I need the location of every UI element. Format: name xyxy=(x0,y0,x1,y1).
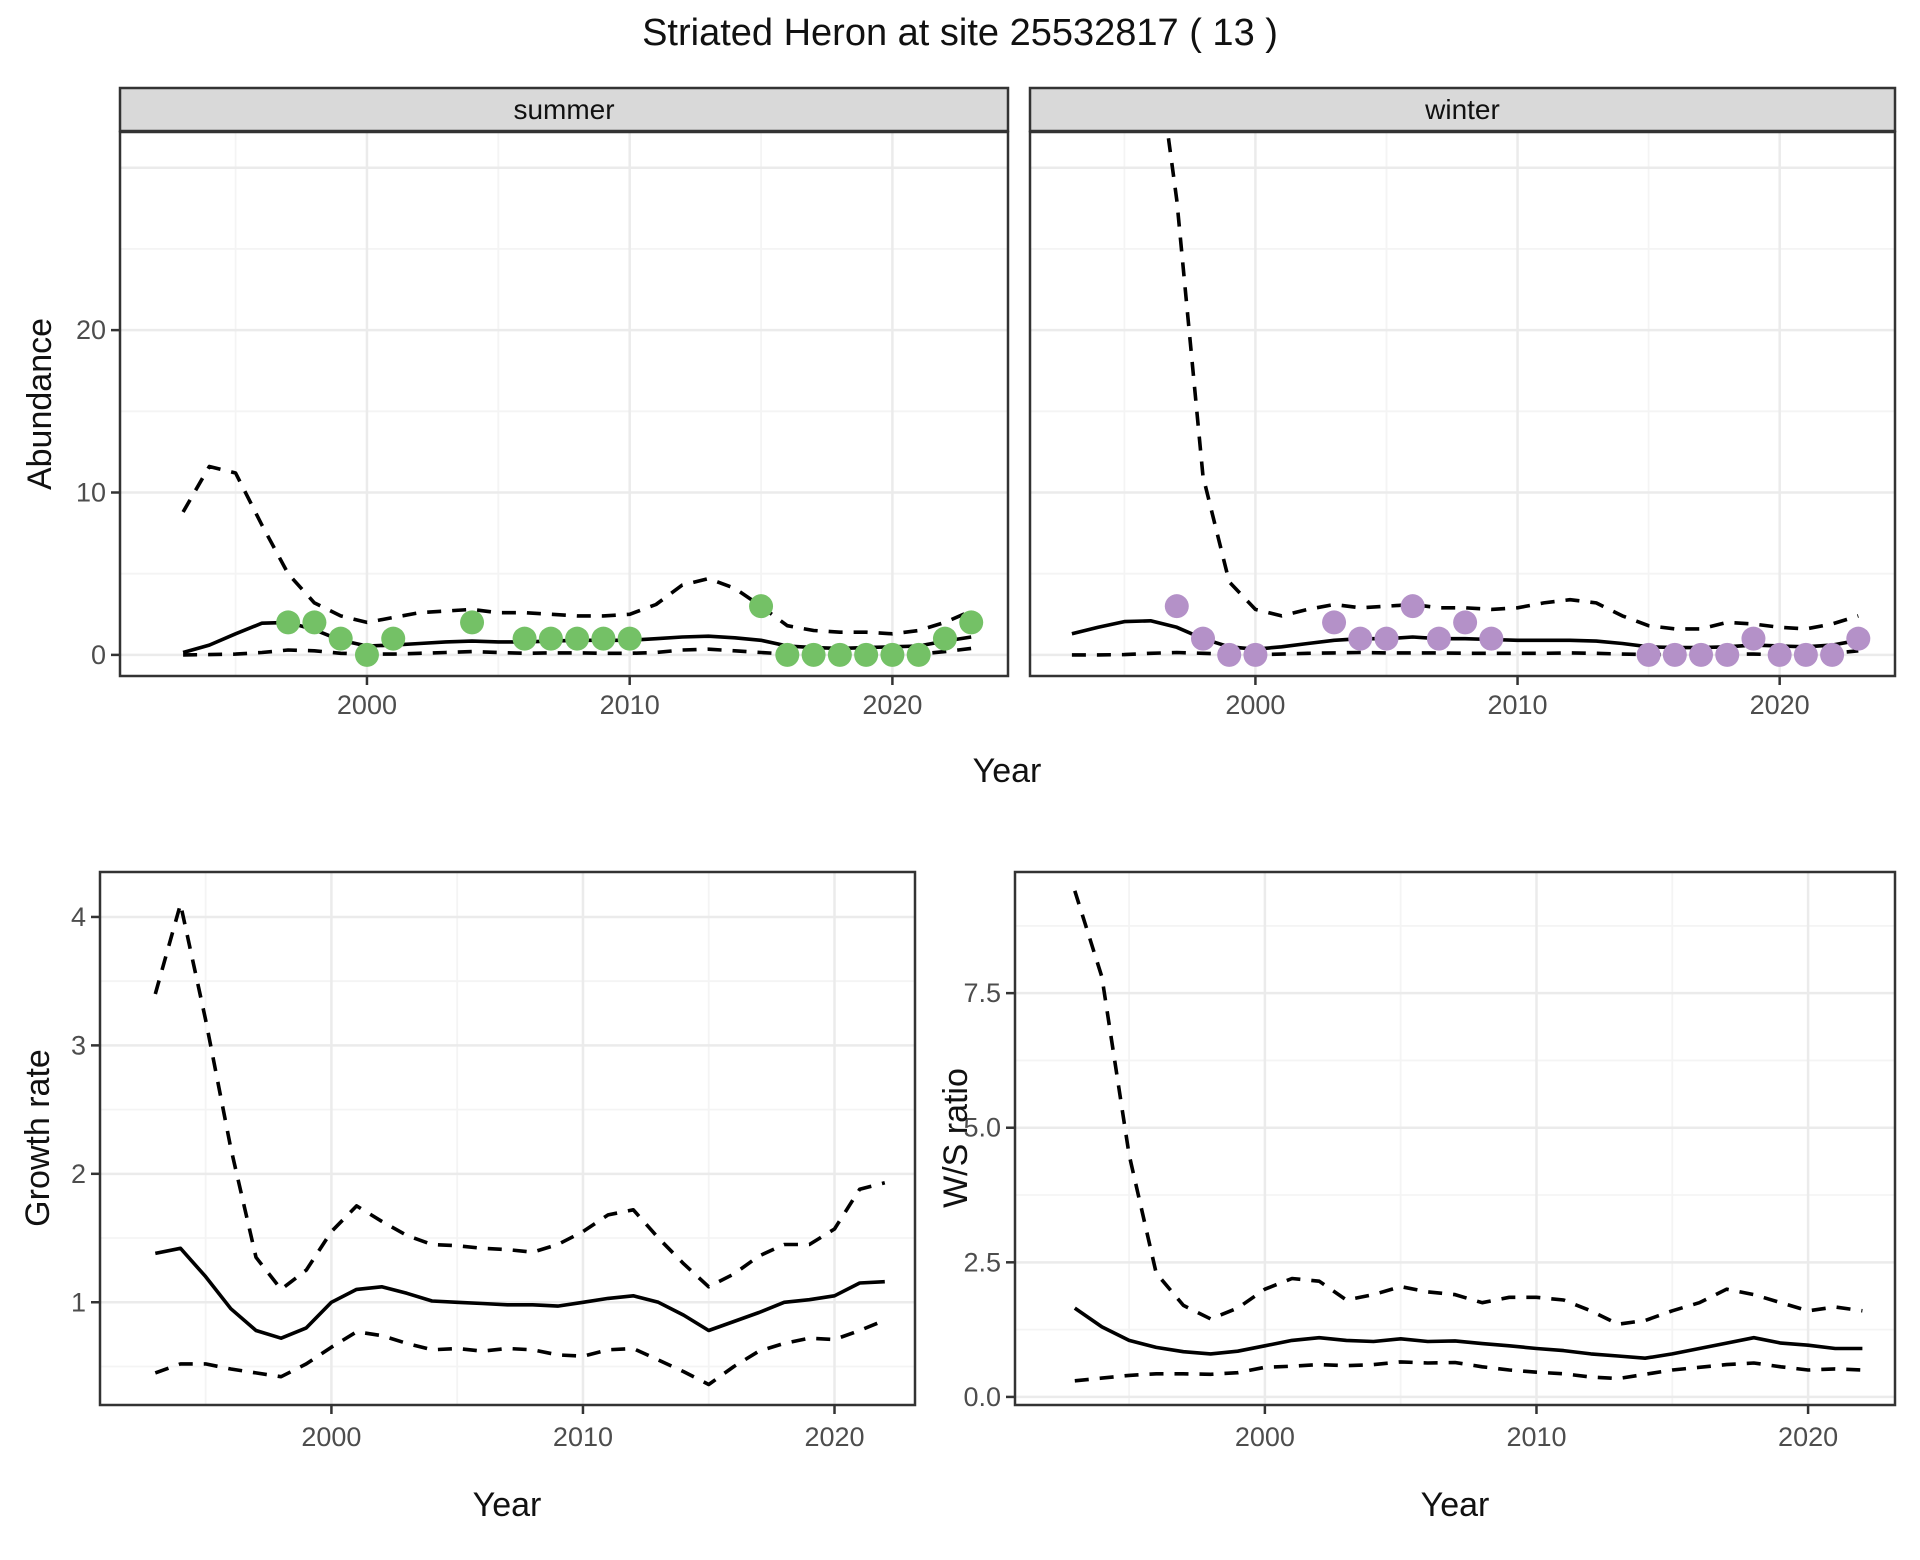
plot-title: Striated Heron at site 25532817 ( 13 ) xyxy=(642,12,1278,54)
data-point xyxy=(460,610,485,635)
x-tick-label: 2010 xyxy=(1506,1422,1566,1452)
panel-background xyxy=(100,872,915,1405)
data-point xyxy=(565,626,590,651)
data-point xyxy=(1164,594,1189,619)
data-point xyxy=(801,642,826,667)
y-tick-label: 3 xyxy=(71,1030,86,1060)
x-tick-label: 2020 xyxy=(862,690,922,720)
data-point xyxy=(959,610,984,635)
data-point xyxy=(1479,626,1504,651)
x-axis-title-year-top: Year xyxy=(972,752,1042,790)
data-point xyxy=(1374,626,1399,651)
data-point xyxy=(1217,642,1242,667)
x-tick-label: 2020 xyxy=(1750,690,1810,720)
upper-95ci-line xyxy=(1073,890,1863,1326)
data-point xyxy=(354,642,379,667)
data-point xyxy=(1426,626,1451,651)
data-point xyxy=(381,626,406,651)
x-axis-title-year-ws: Year xyxy=(1420,1486,1490,1524)
panel-background xyxy=(1015,872,1895,1405)
panel-ws-ratio: 2000 2010 2020 0.0 2.5 5.0 7.5 xyxy=(963,870,1897,1452)
data-point xyxy=(775,642,800,667)
data-point xyxy=(1846,626,1871,651)
data-point xyxy=(276,610,301,635)
data-point xyxy=(854,642,879,667)
facet-strip-label-summer: summer xyxy=(513,94,615,125)
x-tick-label: 2000 xyxy=(337,690,397,720)
data-point xyxy=(1741,626,1766,651)
data-point xyxy=(1793,642,1818,667)
data-point xyxy=(1715,642,1740,667)
mean-line xyxy=(1073,1306,1863,1360)
panel-background xyxy=(1030,132,1895,676)
y-tick-label: 1 xyxy=(71,1287,86,1317)
data-point xyxy=(827,642,852,667)
y-tick-label: 0.0 xyxy=(963,1382,1001,1412)
data-point xyxy=(932,626,957,651)
mean-line xyxy=(154,1246,885,1340)
x-tick-label: 2010 xyxy=(600,690,660,720)
panel-abundance-winter: 2000 2010 2020 xyxy=(1028,86,1897,720)
data-point xyxy=(1767,642,1792,667)
data-point xyxy=(1322,610,1347,635)
data-point xyxy=(906,642,931,667)
x-tick-label: 2020 xyxy=(804,1422,864,1452)
data-point xyxy=(880,642,905,667)
data-point xyxy=(1820,642,1845,667)
x-axis-title-year-growth: Year xyxy=(472,1486,542,1524)
panel-growth-rate: 2000 2010 2020 1 2 3 4 xyxy=(71,870,917,1452)
x-tick-label: 2000 xyxy=(301,1422,361,1452)
panel-background xyxy=(120,132,1008,676)
x-tick-label: 2010 xyxy=(553,1422,613,1452)
data-point xyxy=(749,594,774,619)
y-tick-label: 5.0 xyxy=(963,1113,1001,1143)
upper-95ci-line xyxy=(181,464,972,636)
x-tick-label: 2010 xyxy=(1488,690,1548,720)
data-point xyxy=(591,626,616,651)
y-axis-title-ws-ratio: W/S ratio xyxy=(937,1068,975,1208)
data-point xyxy=(1400,594,1425,619)
data-point xyxy=(1191,626,1215,651)
data-point xyxy=(1662,642,1687,667)
facet-strip xyxy=(118,86,1010,133)
y-tick-label: 20 xyxy=(76,315,106,345)
data-point xyxy=(1689,642,1714,667)
data-point xyxy=(328,626,353,651)
data-point xyxy=(1453,610,1478,635)
y-tick-label: 10 xyxy=(76,478,106,508)
facet-strip xyxy=(1028,86,1897,133)
upper-95ci-line xyxy=(153,902,886,1292)
data-point xyxy=(512,626,537,651)
panel-border xyxy=(98,870,917,1407)
y-tick-label: 7.5 xyxy=(963,978,1001,1008)
x-tick-label: 2000 xyxy=(1225,690,1285,720)
panel-border xyxy=(1013,870,1897,1407)
panel-abundance-summer: 2000 2010 2020 0 10 20 xyxy=(76,86,1010,720)
lower-95ci-line xyxy=(1074,1360,1863,1383)
data-point xyxy=(1348,626,1373,651)
y-axis-title-growth-rate: Growth rate xyxy=(19,1049,57,1227)
y-tick-label: 2 xyxy=(71,1159,86,1189)
data-point xyxy=(1636,642,1661,667)
y-axis-title-abundance: Abundance xyxy=(21,317,59,491)
data-point xyxy=(1243,642,1268,667)
facet-strip-label-winter: winter xyxy=(1425,94,1500,125)
data-point xyxy=(538,626,563,651)
y-tick-label: 0 xyxy=(91,640,106,670)
y-tick-label: 4 xyxy=(71,902,86,932)
y-tick-label: 2.5 xyxy=(963,1247,1001,1277)
data-point xyxy=(302,610,327,635)
x-tick-label: 2020 xyxy=(1778,1422,1838,1452)
x-tick-label: 2000 xyxy=(1235,1422,1295,1452)
lower-95ci-line xyxy=(154,1318,886,1387)
data-point xyxy=(617,626,642,651)
